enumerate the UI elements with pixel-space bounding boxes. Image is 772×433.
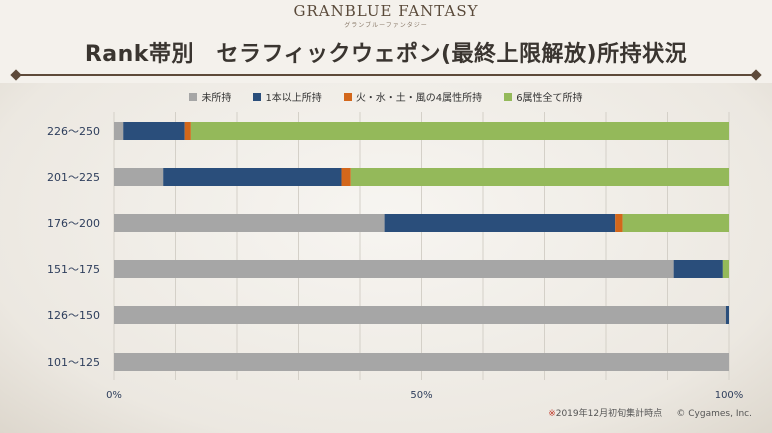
legend-label-one-plus: 1本以上所持	[265, 93, 322, 104]
bar-segment	[190, 122, 729, 140]
y-tick-label: 126〜150	[47, 309, 100, 322]
chart-title: Rank帯別 セラフィックウェポン(最終上限解放)所持状況	[84, 42, 688, 67]
legend-swatch-none	[189, 92, 198, 101]
legend-swatch-six-elem	[504, 92, 513, 101]
bar-segment	[725, 306, 729, 324]
x-tick-label: 50%	[410, 390, 432, 401]
legend-swatch-one-plus	[253, 92, 262, 101]
bar-segment	[114, 353, 729, 371]
footnote-date: 2019年12月初旬集計時点	[555, 409, 663, 419]
bar-segment	[114, 260, 674, 278]
bar-segment	[163, 168, 342, 186]
bar-segment	[622, 214, 729, 232]
bar-segment	[114, 122, 124, 140]
legend-label-six-elem: 6属性全て所持	[516, 93, 583, 104]
title-divider	[18, 74, 754, 76]
legend-label-four-elem: 火・水・土・風の4属性所持	[355, 93, 483, 104]
bar-segment	[615, 214, 623, 232]
bar-segment	[722, 260, 729, 278]
bar-segment	[114, 214, 385, 232]
footnote-mark: ※	[548, 409, 556, 419]
y-tick-label: 176〜200	[47, 217, 100, 230]
bar-segment	[123, 122, 185, 140]
y-tick-label: 151〜175	[47, 263, 100, 276]
y-tick-label: 101〜125	[47, 356, 100, 369]
legend-item-four-elem: 火・水・土・風の4属性所持	[343, 89, 483, 104]
header: GRANBLUE FANTASY グランブルーファンタジー Rank帯別 セラフ…	[0, 0, 772, 83]
copyright: © Cygames, Inc.	[676, 409, 752, 419]
game-logo-subtitle: グランブルーファンタジー	[344, 22, 428, 29]
game-logo: GRANBLUE FANTASY	[293, 2, 479, 20]
bar-segment	[341, 168, 351, 186]
y-tick-label: 201〜225	[47, 171, 100, 184]
legend-item-none: 未所持	[189, 89, 231, 104]
footnote: ※2019年12月初旬集計時点 © Cygames, Inc.	[548, 406, 752, 419]
legend-swatch-four-elem	[343, 92, 352, 101]
bar-segment	[384, 214, 616, 232]
legend-label-none: 未所持	[201, 93, 232, 104]
bar-segment	[114, 306, 726, 324]
x-tick-label: 100%	[715, 390, 744, 401]
chart-legend: 未所持 1本以上所持 火・水・土・風の4属性所持 6属性全て所持	[0, 89, 772, 104]
legend-item-one-plus: 1本以上所持	[253, 89, 322, 104]
y-tick-label: 226〜250	[47, 125, 100, 138]
bar-segment	[184, 122, 191, 140]
x-tick-label: 0%	[106, 390, 122, 401]
bar-segment	[114, 168, 164, 186]
bar-segment	[350, 168, 729, 186]
bar-segment	[673, 260, 723, 278]
legend-item-six-elem: 6属性全て所持	[504, 89, 583, 104]
